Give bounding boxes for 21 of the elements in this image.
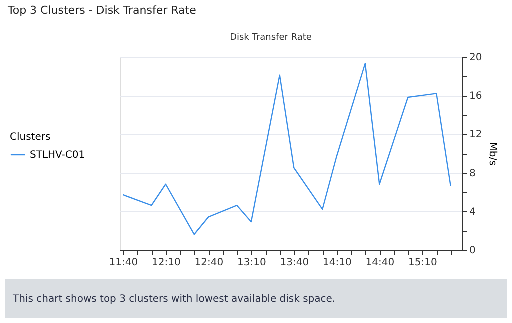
text: This chart shows top 3 clusters with lowest available disk space. xyxy=(12,294,336,305)
x-tick-label: 14:10 xyxy=(322,258,352,268)
legend-label: STLHV-C01 xyxy=(30,150,86,161)
line-series xyxy=(122,63,452,236)
x-tick-label: 14:40 xyxy=(366,258,395,268)
chart-subtitle: Disk Transfer Rate xyxy=(230,33,312,43)
chart-title: Top 3 Clusters - Disk Transfer Rate xyxy=(7,4,197,17)
y-tick-label: 4 xyxy=(470,206,476,218)
x-tick-label: 12:40 xyxy=(194,258,224,268)
x-tick-label: 11:40 xyxy=(109,258,138,268)
x-tick-label: 13:10 xyxy=(237,258,266,268)
x-tick-label: 12:10 xyxy=(152,258,181,268)
x-tick-label: 13:40 xyxy=(280,258,310,268)
legend-title: Clusters xyxy=(10,132,51,143)
y-tick-label: 20 xyxy=(470,52,482,64)
y-tick-label: 0 xyxy=(470,246,476,256)
x-tick-label: 15:10 xyxy=(408,258,438,268)
y-axis-title: Mb/s xyxy=(487,142,498,166)
y-tick-label: 12 xyxy=(470,130,482,141)
y-tick-label: 16 xyxy=(470,91,482,102)
y-tick-label: 8 xyxy=(470,168,476,180)
